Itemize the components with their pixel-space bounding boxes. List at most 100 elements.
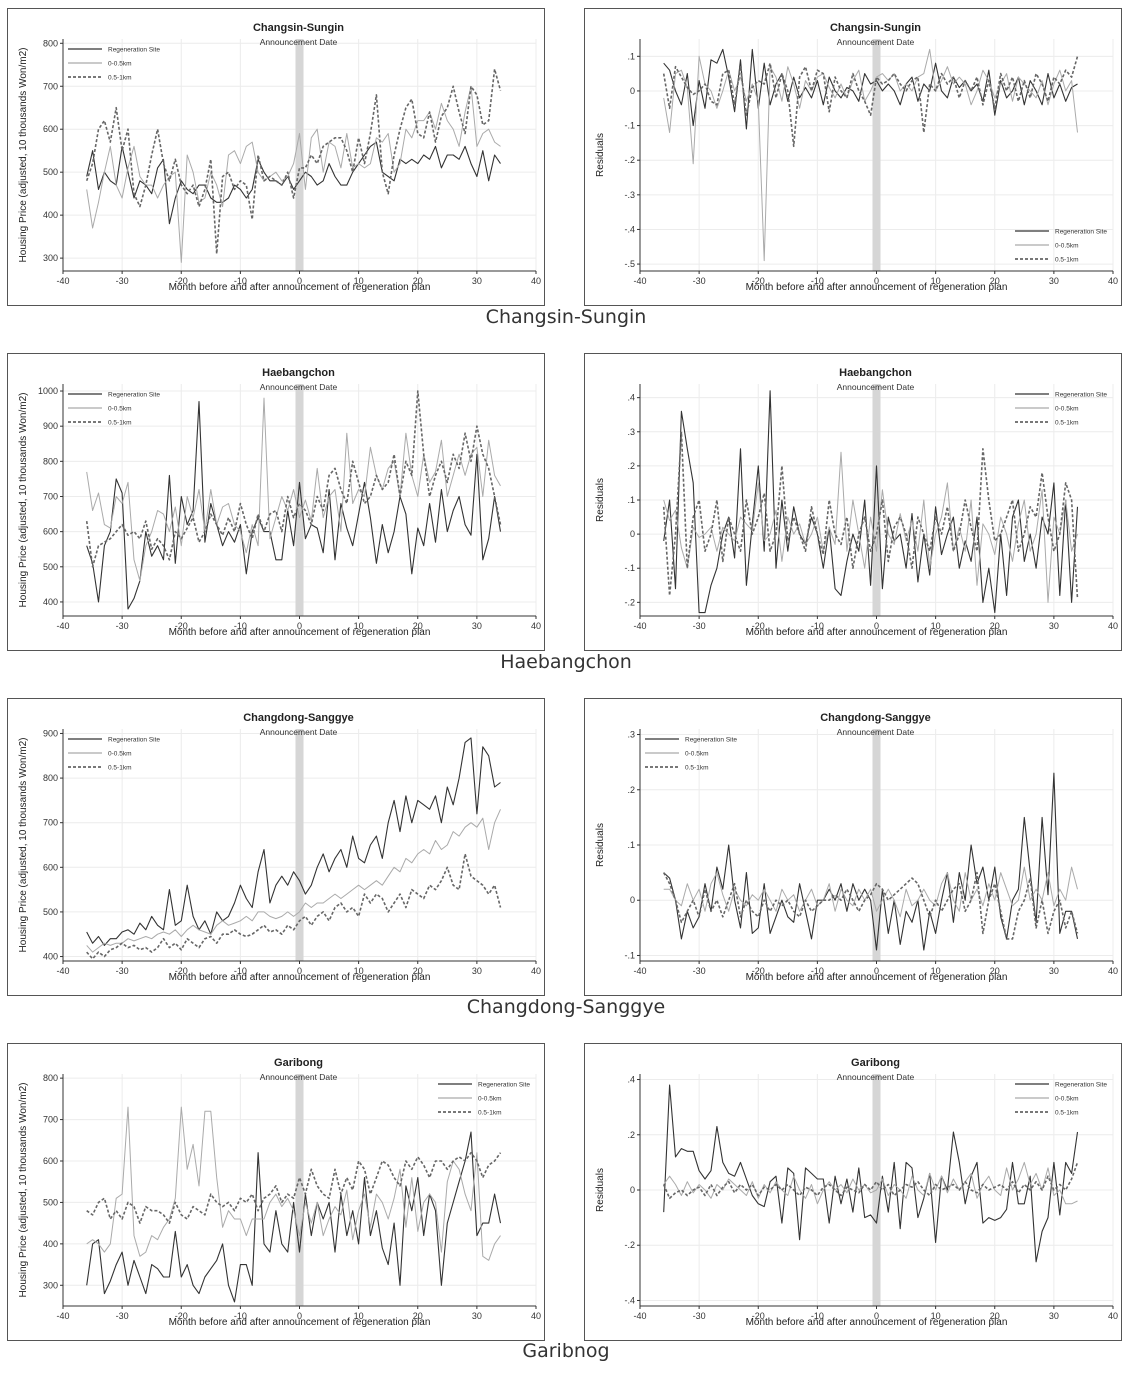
x-tick-label: 20 [413,1311,423,1321]
series-line-0-0.5km [86,397,501,582]
legend-label: Regeneration Site [108,392,160,399]
price-chart-panel: -40 -30 -20 -10 0 10 20 30 40 400 500 600 700 800 900 1… [7,353,545,651]
chart-svg: -40 -30 -20 -10 0 10 20 30 40 -.4 -.2 0 .2 .4 Garibong… [595,1057,1118,1328]
x-tick-label: 0 [874,1311,879,1321]
legend-label: 0-0.5km [1055,406,1078,413]
series-line-regeneration-site [663,390,1079,614]
legend-label: 0-0.5km [108,751,131,758]
legend: Regeneration Site 0-0.5km 0.5-1km [1015,229,1107,264]
y-tick-label: 800 [43,773,58,783]
x-axis-label: Month before and after announcement of r… [169,972,431,983]
legend-label: 0.5-1km [1055,257,1078,264]
x-tick-label: 0 [874,621,879,631]
x-axis-label: Month before and after announcement of r… [746,1317,1008,1328]
residuals-chart-panel: -40 -30 -20 -10 0 10 20 30 40 -.2 -.1 0 .1 .2 .3 .4 Haeb… [584,353,1122,651]
x-tick-label: -20 [175,1311,188,1321]
y-tick-label: 500 [43,562,58,572]
chart-title: Changdong-Sanggye [820,712,931,724]
series-line-0.5-1km [85,390,502,568]
series-line-0.5-1km [662,431,1079,599]
x-tick-label: -40 [633,1311,646,1321]
chart-svg: -40 -30 -20 -10 0 10 20 30 40 -.1 0 .1 .2 .3 Changdong… [595,712,1118,983]
series-line-0.5-1km [662,56,1079,148]
legend: Regeneration Site 0-0.5km 0.5-1km [438,1082,530,1117]
y-tick-label: 700 [43,491,58,501]
x-tick-label: 10 [354,1311,364,1321]
chart-title: Garibong [274,1057,323,1069]
legend: Regeneration Site 0-0.5km 0.5-1km [1015,1082,1107,1117]
legend-label: Regeneration Site [478,1082,530,1089]
legend-label: 0-0.5km [685,751,708,758]
announcement-label: Announcement Date [837,1072,915,1082]
y-axis-label: Housing Price (adjusted, 10 thousands Wo… [18,393,29,608]
series-line-0.5-1km [86,1151,502,1224]
legend-label: Regeneration Site [108,47,160,54]
y-axis-label: Residuals [595,478,606,522]
y-tick-label: .4 [627,393,635,403]
y-tick-label: 300 [43,1280,58,1290]
residuals-chart-panel: -40 -30 -20 -10 0 10 20 30 40 -.1 0 .1 .2 .3 Changdong… [584,698,1122,996]
series-line-0-0.5km [663,48,1078,262]
y-tick-label: .3 [627,730,635,740]
x-tick-label: -20 [175,621,188,631]
y-tick-label: .2 [627,1130,635,1140]
announcement-label: Announcement Date [260,1072,338,1082]
y-axis-label: Residuals [595,133,606,177]
y-tick-label: -.2 [624,597,635,607]
x-tick-label: 30 [1049,1311,1059,1321]
chart-svg: -40 -30 -20 -10 0 10 20 30 40 400 500 600 700 800 900 1… [18,367,541,638]
legend-label: 0-0.5km [108,406,131,413]
chart-svg: -40 -30 -20 -10 0 10 20 30 40 300 400 500 600 700 800 G… [18,1057,541,1328]
x-tick-label: -10 [811,276,824,286]
x-tick-label: 10 [354,276,364,286]
x-tick-label: -10 [811,966,824,976]
x-tick-label: -20 [175,966,188,976]
legend-label: 0.5-1km [685,765,708,772]
x-tick-label: -30 [116,1311,129,1321]
x-tick-label: 20 [990,966,1000,976]
y-tick-label: 300 [43,253,58,263]
y-tick-label: 900 [43,728,58,738]
legend-label: 0.5-1km [108,765,131,772]
announcement-band [295,384,304,616]
x-tick-label: 30 [472,276,482,286]
x-tick-label: 20 [413,966,423,976]
legend: Regeneration Site 0-0.5km 0.5-1km [68,737,160,772]
y-axis-label: Housing Price (adjusted, 10 thousands Wo… [18,48,29,263]
y-tick-label: -.5 [624,259,635,269]
y-tick-label: 800 [43,1073,58,1083]
x-tick-label: 10 [931,966,941,976]
y-tick-label: 900 [43,421,58,431]
x-tick-label: 20 [990,1311,1000,1321]
chart-title: Haebangchon [262,367,335,379]
chart-svg: -40 -30 -20 -10 0 10 20 30 40 400 500 600 700 800 900 C… [18,712,541,983]
chart-title: Changdong-Sanggye [243,712,354,724]
x-tick-label: 20 [413,621,423,631]
legend-label: Regeneration Site [1055,392,1107,399]
x-tick-label: 40 [1108,621,1118,631]
y-axis-label: Housing Price (adjusted, 10 thousands Wo… [18,738,29,953]
x-tick-label: -30 [116,621,129,631]
y-tick-label: -.1 [624,950,635,960]
y-tick-label: .1 [627,51,635,61]
series-line-regeneration-site [86,737,501,946]
y-tick-label: 400 [43,952,58,962]
price-chart-panel: -40 -30 -20 -10 0 10 20 30 40 300 400 500 600 700 800 C… [7,8,545,306]
announcement-band [872,39,881,271]
series-line-0.5-1km [662,871,1079,940]
y-tick-label: -.2 [624,1240,635,1250]
announcement-label: Announcement Date [260,727,338,737]
x-tick-label: -30 [116,276,129,286]
x-tick-label: 40 [1108,966,1118,976]
y-tick-label: .2 [627,785,635,795]
legend: Regeneration Site 0-0.5km 0.5-1km [1015,392,1107,427]
price-chart-panel: -40 -30 -20 -10 0 10 20 30 40 300 400 500 600 700 800 G… [7,1043,545,1341]
y-tick-label: 700 [43,1115,58,1125]
announcement-band [295,1074,304,1306]
x-tick-label: 0 [874,966,879,976]
x-tick-label: 40 [1108,276,1118,286]
x-tick-label: 30 [1049,276,1059,286]
series-line-0-0.5km [86,1106,501,1261]
y-tick-label: 700 [43,81,58,91]
x-tick-label: 30 [1049,966,1059,976]
